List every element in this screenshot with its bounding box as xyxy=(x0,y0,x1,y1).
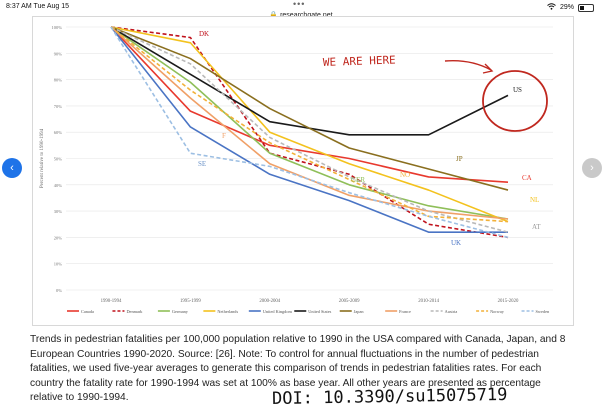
legend-label: Netherlands xyxy=(217,309,238,314)
series-line-germany xyxy=(110,26,509,220)
legend-label: Germany xyxy=(172,309,189,314)
series-label-ca: CA xyxy=(522,174,532,182)
y-tick-label: 20% xyxy=(54,235,63,240)
x-tick-label: 2010-2014 xyxy=(418,299,439,304)
y-tick-label: 60% xyxy=(54,130,63,135)
series-label-uk: UK xyxy=(451,239,461,247)
series-label-jp: JP xyxy=(456,155,463,163)
x-tick-label: 2005-2009 xyxy=(339,299,360,304)
y-tick-label: 10% xyxy=(54,262,63,267)
series-label-no: NO xyxy=(400,171,410,179)
series-label-nl: NL xyxy=(530,196,539,204)
series-line-netherlands xyxy=(110,26,509,223)
annotation-arrow xyxy=(444,60,492,71)
legend-label: Denmark xyxy=(126,309,143,314)
y-tick-label: 0% xyxy=(56,288,62,293)
battery-percent: 29% xyxy=(559,4,574,11)
y-tick-label: 30% xyxy=(54,209,63,214)
series-label-us: US xyxy=(513,86,522,94)
x-tick-label: 2015-2020 xyxy=(498,299,519,304)
series-line-japan xyxy=(110,26,509,191)
chevron-left-icon: ‹ xyxy=(10,162,14,174)
legend-label: France xyxy=(399,309,411,314)
chevron-right-icon: › xyxy=(590,162,594,174)
more-icon[interactable]: ••• xyxy=(293,0,306,9)
x-tick-label: 2000-2004 xyxy=(259,299,280,304)
y-tick-label: 70% xyxy=(54,104,63,109)
y-tick-label: 90% xyxy=(54,51,63,56)
series-label-se: SE xyxy=(198,160,206,168)
next-image-button[interactable]: › xyxy=(582,158,602,178)
series-label-ger: GER xyxy=(351,176,365,184)
y-tick-label: 80% xyxy=(54,78,63,83)
series-line-austria xyxy=(110,26,509,233)
series-label-f: F xyxy=(222,132,226,140)
y-tick-label: 40% xyxy=(54,183,63,188)
wifi-icon xyxy=(547,3,556,12)
series-line-norway xyxy=(110,26,509,223)
legend-label: United Kingdom xyxy=(263,309,293,314)
series-line-sweden xyxy=(110,26,509,239)
x-tick-label: 1995-1999 xyxy=(180,299,201,304)
legend-label: Japan xyxy=(354,309,365,314)
handwritten-doi: DOI: 10.3390/su15075719 xyxy=(271,384,508,410)
legend-label: United States xyxy=(308,309,331,314)
legend-label: Canada xyxy=(81,309,94,314)
system-indicators: 29% xyxy=(547,3,594,12)
previous-image-button[interactable]: ‹ xyxy=(2,158,22,178)
lock-icon: 🔒 xyxy=(269,11,278,19)
series-label-dk: DK xyxy=(199,30,209,38)
legend-label: Sweden xyxy=(536,309,550,314)
series-label-at: AT xyxy=(532,223,541,231)
series-line-france xyxy=(110,26,509,220)
series-line-canada xyxy=(110,26,509,183)
x-tick-label: 1990-1994 xyxy=(101,299,122,304)
series-line-united-kingdom xyxy=(110,26,508,233)
y-tick-label: 100% xyxy=(52,25,63,30)
chart-panel: 0% 10% 20% 30% 40% 50% 60% 70% 80% 90% 100% Percent… xyxy=(32,16,574,326)
y-axis-label: Percent relative to 1990-1994 xyxy=(40,128,45,188)
battery-icon xyxy=(578,3,594,12)
y-tick-label: 50% xyxy=(54,157,63,162)
address-bar[interactable]: 🔒researchgate.net xyxy=(0,11,602,19)
url-text: researchgate.net xyxy=(280,12,333,19)
annotation-text: WE ARE HERE xyxy=(323,53,396,69)
annotation-circle xyxy=(482,70,548,132)
line-chart: 0% 10% 20% 30% 40% 50% 60% 70% 80% 90% 100% Percent… xyxy=(40,25,553,314)
figure-caption: Trends in pedestrian fatalities per 100,… xyxy=(30,334,566,403)
legend-label: Norway xyxy=(490,309,505,314)
status-time: 8:37 AM Tue Aug 15 xyxy=(6,3,70,10)
annotation-arrowhead xyxy=(482,63,494,74)
series-line-denmark xyxy=(110,26,509,239)
legend-label: Austria xyxy=(445,309,458,314)
